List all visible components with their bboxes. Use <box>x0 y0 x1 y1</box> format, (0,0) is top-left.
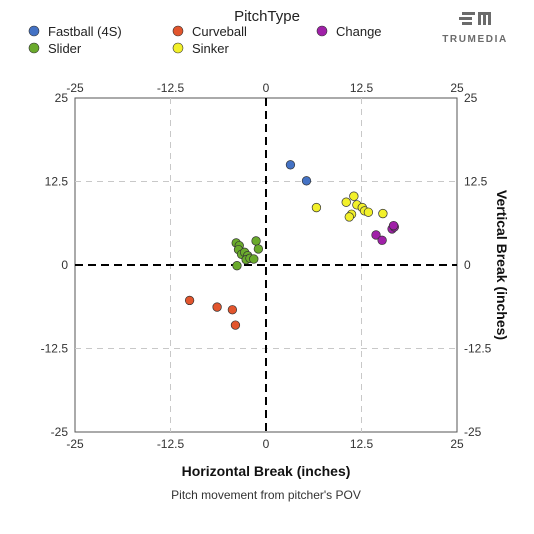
legend-marker <box>28 25 40 37</box>
sinker-point <box>363 207 374 217</box>
legend-marker <box>316 25 328 37</box>
sinker-point <box>378 208 388 219</box>
slider-point <box>251 236 261 246</box>
legend-title: PitchType <box>234 8 300 25</box>
slider-point <box>232 261 242 271</box>
y-tick-label: -12.5 <box>41 342 69 356</box>
x-top-tick-label: 0 <box>263 81 270 95</box>
y-right-tick-label: -25 <box>464 425 482 439</box>
legend-label: Curveball <box>192 24 247 39</box>
y-right-tick-label: 25 <box>464 91 478 105</box>
slider-point <box>253 244 264 254</box>
y-axis-title: Vertical Break (inches) <box>494 190 510 340</box>
y-right-tick-label: 12.5 <box>464 175 488 189</box>
x-tick-label: 12.5 <box>350 437 374 451</box>
x-top-tick-label: 12.5 <box>350 81 374 95</box>
legend-marker <box>28 42 40 54</box>
legend-marker <box>172 25 184 37</box>
data-points <box>184 160 400 330</box>
x-top-tick-label: -12.5 <box>157 81 185 95</box>
sinker-point <box>344 212 354 222</box>
x-top-tick-label: -25 <box>66 81 84 95</box>
x-tick-label: 25 <box>450 437 464 451</box>
legend-label: Slider <box>48 41 82 56</box>
x-axis-title: Horizontal Break (inches) <box>182 463 351 479</box>
curveball-point <box>184 295 195 306</box>
curveball-point <box>230 320 241 330</box>
y-right-tick-label: -12.5 <box>464 342 492 356</box>
legend-label: Change <box>336 24 382 39</box>
x-tick-label: -25 <box>66 437 84 451</box>
change-point <box>388 220 399 231</box>
x-tick-label: 0 <box>263 437 270 451</box>
sinker-point <box>341 197 351 207</box>
zero-lines <box>75 98 457 432</box>
chart-subtitle: Pitch movement from pitcher's POV <box>171 488 361 502</box>
curveball-point <box>212 302 222 312</box>
trumedia-mark-icon <box>459 12 491 25</box>
legend: Fastball (4S) Curveball Change Slider Sinker <box>28 24 382 56</box>
change-point <box>371 230 381 240</box>
trumedia-logo-text: TRUMEDIA <box>442 34 508 45</box>
legend-label: Fastball (4S) <box>48 24 122 39</box>
y-right-tick-label: 0 <box>464 258 471 272</box>
y-tick-label: 25 <box>55 91 69 105</box>
trumedia-logo: TRUMEDIA <box>442 12 508 45</box>
sinker-point <box>349 191 359 201</box>
y-tick-label: 12.5 <box>45 175 69 189</box>
fastball-4s-point <box>301 176 312 186</box>
curveball-point <box>227 305 238 315</box>
x-tick-label: -12.5 <box>157 437 185 451</box>
change-point <box>377 235 387 245</box>
fastball-4s-point <box>285 160 296 170</box>
legend-label: Sinker <box>192 41 230 56</box>
y-tick-label: 0 <box>61 258 68 272</box>
y-tick-label: -25 <box>51 425 69 439</box>
legend-marker <box>172 42 184 54</box>
x-top-tick-label: 25 <box>450 81 464 95</box>
sinker-point <box>311 202 322 213</box>
slider-point <box>249 254 259 264</box>
